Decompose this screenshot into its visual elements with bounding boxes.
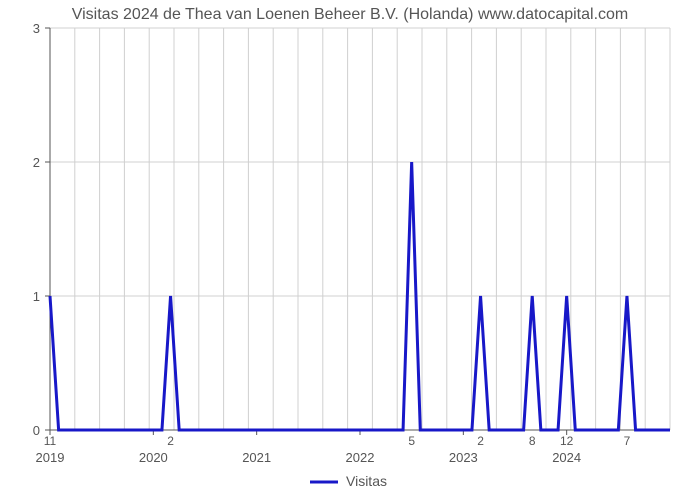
chart-container: Visitas 2024 de Thea van Loenen Beheer B… xyxy=(0,0,700,500)
y-tick-label: 2 xyxy=(33,155,40,170)
y-tick-label: 1 xyxy=(33,289,40,304)
peak-label: 11 xyxy=(44,434,57,448)
x-year-label: 2023 xyxy=(449,450,478,465)
x-year-label: 2021 xyxy=(242,450,271,465)
x-year-label: 2019 xyxy=(36,450,65,465)
legend-label: Visitas xyxy=(346,473,387,489)
peak-label: 8 xyxy=(529,434,536,448)
x-year-label: 2020 xyxy=(139,450,168,465)
x-year-label: 2022 xyxy=(346,450,375,465)
peak-label: 2 xyxy=(477,434,484,448)
peak-label: 7 xyxy=(624,434,631,448)
peak-label: 12 xyxy=(560,434,574,448)
y-tick-label: 0 xyxy=(33,423,40,438)
peak-label: 2 xyxy=(167,434,174,448)
x-year-label: 2024 xyxy=(552,450,581,465)
peak-label: 5 xyxy=(408,434,415,448)
chart-svg: 0123201920202021202220232024112528127Vis… xyxy=(0,0,700,500)
y-tick-label: 3 xyxy=(33,21,40,36)
